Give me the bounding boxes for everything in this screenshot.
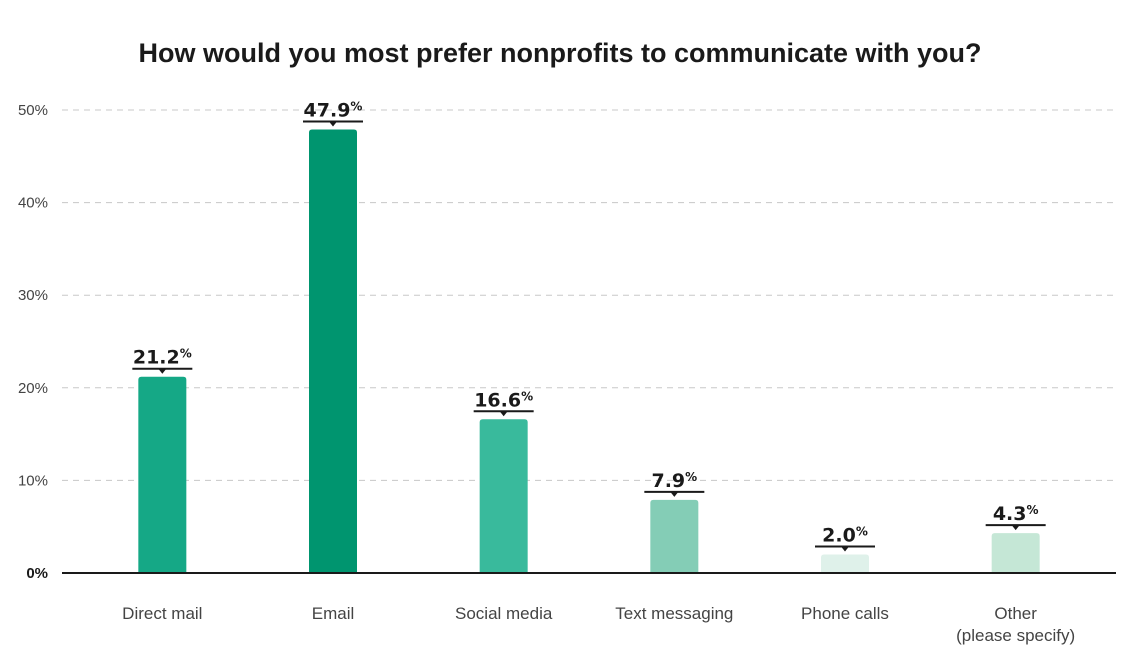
bar [991,533,1040,573]
bars [138,129,1040,574]
y-tick-label: 20% [18,380,48,397]
value-label: 47.9% [304,99,363,121]
bar [479,419,528,573]
x-tick-label: Social media [455,604,553,623]
bar [138,376,187,573]
value-label: 21.2% [133,347,192,369]
value-callout-pointer [158,368,167,374]
x-tick-label: Text messaging [615,604,733,623]
x-tick-label: Other [994,604,1037,623]
value-callout-pointer [329,121,337,127]
gridlines [62,109,1116,481]
y-tick-label: 30% [18,287,48,304]
y-tick-label: 10% [18,472,48,489]
value-label: 4.3% [993,503,1039,525]
y-tick-label: 40% [18,195,48,212]
value-callout-pointer [841,546,849,552]
value-label: 2.0% [822,524,868,546]
y-tick-label: 0% [26,565,48,582]
x-tick-label: Direct mail [122,604,202,623]
bar [309,129,357,574]
y-axis-tick-labels: 0% 10% 20% 30% 40% 50% [18,102,48,582]
x-tick-label: Email [312,604,355,623]
value-labels: 21.2% 47.9% 16.6% 7.9% 2.0% 4.3% [132,99,1046,552]
value-callout-pointer [670,491,679,497]
y-tick-label: 50% [18,102,48,119]
value-callout-pointer [499,411,508,417]
x-axis-tick-labels: Direct mail Email Social media Text messagi… [122,604,1075,645]
value-label: 7.9% [651,470,697,492]
bar [821,554,869,573]
x-tick-label: (please specify) [956,626,1075,645]
value-callout-pointer [1011,525,1020,531]
chart-title: How would you most prefer nonprofits to … [138,38,981,68]
x-tick-label: Phone calls [801,604,889,623]
bar [650,499,699,573]
value-label: 16.6% [474,389,533,411]
